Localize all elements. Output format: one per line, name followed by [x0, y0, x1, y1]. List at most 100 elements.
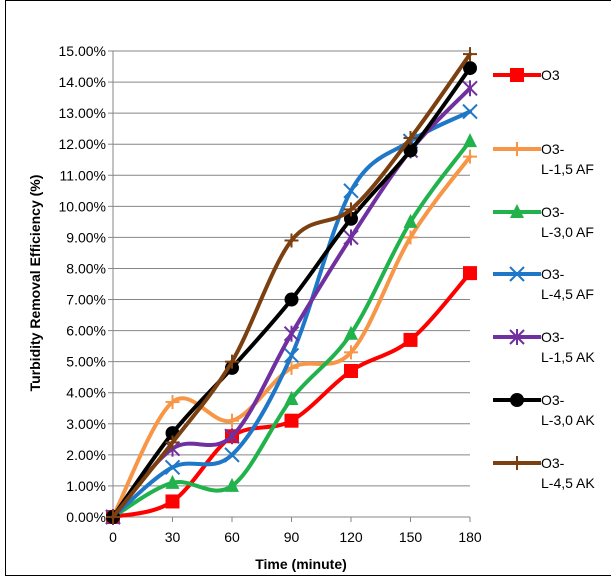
- series-6: [106, 47, 477, 524]
- data-point: [225, 354, 239, 369]
- legend-item: O3- L-1,5 AF: [493, 141, 594, 177]
- x-tick-label: 60: [224, 529, 240, 545]
- y-tick-label: 7.00%: [66, 292, 106, 308]
- data-point: [403, 230, 418, 245]
- data-point: [344, 325, 358, 340]
- data-point: [165, 494, 180, 509]
- y-tick-label: 5.00%: [66, 354, 106, 370]
- legend-label: O3-: [541, 455, 565, 471]
- x-tick-label: 150: [399, 529, 423, 545]
- series: [105, 47, 478, 525]
- legend-label: L-4,5 AK: [541, 475, 595, 491]
- y-tick-label: 1.00%: [66, 478, 106, 494]
- legend-item: O3- L-1,5 AK: [493, 329, 595, 365]
- data-point: [344, 202, 358, 217]
- legend-marker: [510, 142, 524, 156]
- legend-label: O3-: [541, 204, 565, 220]
- data-point: [403, 143, 418, 158]
- y-tick-label: 9.00%: [66, 229, 106, 245]
- legend-label: O3: [541, 67, 560, 83]
- legend-item: O3: [493, 67, 560, 83]
- y-tick-label: 14.00%: [59, 74, 106, 90]
- y-tick-label: 11.00%: [60, 167, 106, 183]
- y-tick-label: 15.00%: [59, 43, 106, 59]
- data-point: [106, 510, 120, 524]
- data-point: [165, 435, 180, 450]
- y-tick-label: 13.00%: [59, 105, 106, 121]
- y-tick-label: 2.00%: [66, 447, 106, 463]
- y-tick-label: 3.00%: [66, 416, 106, 432]
- data-point: [283, 347, 300, 364]
- legend-item: O3- L-3,0 AK: [493, 392, 595, 428]
- legend-label: O3-: [541, 392, 565, 408]
- legend-label: O3-: [541, 329, 565, 345]
- data-point: [283, 325, 300, 342]
- data-point: [463, 149, 477, 164]
- series-line: [111, 52, 472, 519]
- data-point: [403, 213, 418, 228]
- legend-item: O3- L-3,0 AF: [493, 204, 594, 240]
- y-tick-label: 12.00%: [59, 136, 106, 152]
- data-point: [284, 233, 299, 248]
- data-point: [284, 413, 299, 428]
- x-tick-label: 120: [339, 529, 363, 545]
- data-point: [403, 332, 418, 347]
- x-tick-label: 30: [165, 529, 181, 545]
- data-point: [225, 477, 239, 492]
- data-point: [462, 103, 478, 120]
- y-tick-label: 0.00%: [66, 509, 106, 525]
- data-point: [224, 428, 240, 445]
- data-point: [284, 390, 299, 405]
- y-tick-label: 8.00%: [66, 260, 106, 276]
- legend-marker: [509, 329, 525, 345]
- legend-label: L-3,0 AF: [541, 224, 594, 240]
- data-point: [284, 292, 299, 307]
- data-point: [462, 80, 478, 97]
- data-point: [463, 61, 477, 76]
- x-axis-ticks: 0 30 60 90 120 150 180: [109, 529, 482, 545]
- data-point: [224, 447, 240, 463]
- x-tick-label: 180: [458, 529, 482, 545]
- y-tick-label: 10.00%: [59, 198, 106, 214]
- legend-item: O3- L-4,5 AK: [493, 455, 595, 491]
- legend-label: L-4,5 AF: [541, 286, 594, 302]
- legend-marker: [510, 68, 524, 82]
- x-tick-label: 90: [284, 529, 300, 545]
- data-point: [343, 229, 359, 246]
- data-point: [344, 345, 358, 360]
- data-point: [343, 183, 359, 199]
- axes: [108, 50, 471, 522]
- series-3: [105, 103, 478, 525]
- legend-marker: [509, 266, 525, 282]
- data-point: [344, 211, 358, 226]
- data-point: [165, 474, 180, 489]
- legend-label: O3-: [541, 141, 565, 157]
- legend-item: O3- L-4,5 AF: [493, 266, 594, 302]
- y-axis-title: Turbidity Removal Efficiency (%): [27, 175, 43, 392]
- series-1: [106, 149, 477, 524]
- y-axis-ticks: 0.00% 1.00% 2.00% 3.00% 4.00% 5.00% 6.00% 7.00%…: [59, 43, 106, 525]
- legend-label: O3-: [541, 266, 565, 282]
- data-point: [225, 413, 239, 428]
- legend-marker: [510, 393, 524, 407]
- legend-marker: [510, 204, 524, 218]
- legend: O3 O3- L-1,5 AF O3- L-3,0 AF O3- L-4,5 AF O3- L-…: [493, 67, 595, 491]
- data-point: [164, 459, 181, 476]
- data-point: [463, 266, 477, 281]
- data-point: [344, 363, 358, 378]
- legend-label: L-1,5 AK: [541, 349, 595, 365]
- data-point: [463, 133, 477, 148]
- series-line: [111, 109, 472, 519]
- legend-label: L-1,5 AF: [541, 161, 594, 177]
- legend-marker: [510, 456, 524, 470]
- x-axis-title: Time (minute): [255, 556, 347, 572]
- data-point: [463, 47, 477, 62]
- y-tick-label: 4.00%: [66, 385, 106, 401]
- legend-label: L-3,0 AK: [541, 412, 595, 428]
- data-point: [403, 130, 418, 145]
- series-5: [106, 61, 477, 524]
- chart-frame: [5, 0, 611, 576]
- y-tick-label: 6.00%: [66, 323, 106, 339]
- data-point: [165, 395, 180, 410]
